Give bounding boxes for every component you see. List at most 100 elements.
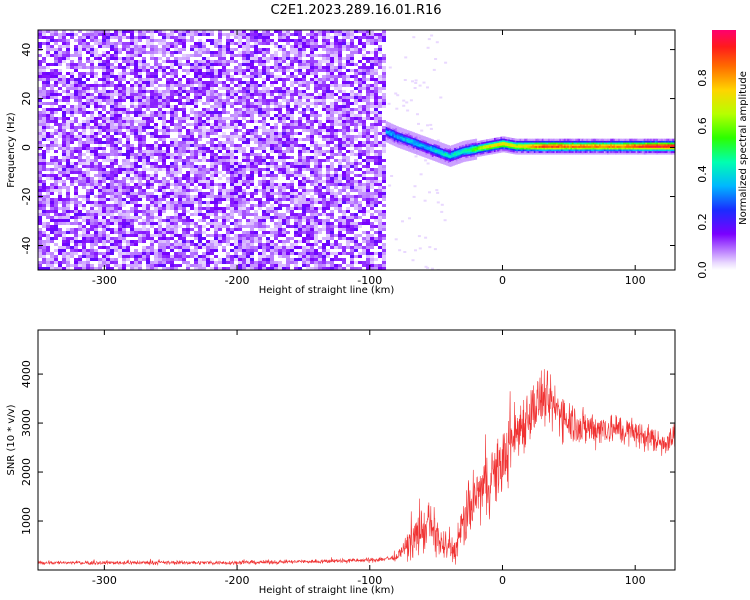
spectrogram-noise-cell: [118, 81, 122, 84]
spectrogram-noise-cell: [98, 66, 102, 69]
spectrogram-noise-cell: [78, 57, 82, 60]
spectrogram-noise-cell: [254, 186, 258, 189]
spectrogram-noise-cell: [150, 216, 154, 219]
spectrogram-noise-cell: [174, 123, 178, 126]
spectrogram-noise-cell: [58, 162, 62, 165]
spectrogram-noise-cell: [278, 213, 282, 216]
spectrogram-noise-cell: [174, 258, 178, 261]
spectrogram-noise-cell: [286, 192, 290, 195]
spectrogram-noise-cell: [90, 258, 94, 261]
spectrogram-noise-cell: [314, 54, 318, 57]
spectrogram-noise-cell: [210, 225, 214, 228]
spectrogram-noise-cell: [178, 144, 182, 147]
spectrogram-noise-cell: [326, 144, 330, 147]
spectrogram-noise-cell: [46, 162, 50, 165]
spectrogram-noise-cell: [130, 117, 134, 120]
spectrogram-noise-cell: [78, 108, 82, 111]
spectrogram-noise-cell: [246, 201, 250, 204]
spectrogram-noise-cell: [234, 144, 238, 147]
spectrogram-noise-cell: [238, 81, 242, 84]
spectrogram-noise-cell: [210, 249, 214, 252]
spectrogram-noise-cell: [162, 165, 166, 168]
spectrogram-noise-cell: [334, 186, 338, 189]
spectrogram-noise-cell: [242, 213, 246, 216]
spectrogram-noise-cell: [350, 153, 354, 156]
spectrogram-noise-cell: [122, 213, 126, 216]
spectrogram-noise-cell: [190, 102, 194, 105]
spectrogram-noise-cell: [98, 210, 102, 213]
spectrogram-noise-cell: [110, 120, 114, 123]
spectrogram-noise-cell: [262, 219, 266, 222]
spectrogram-noise-cell: [38, 123, 42, 126]
spectrogram-noise-cell: [90, 159, 94, 162]
spectrogram-noise-cell: [46, 150, 50, 153]
spectrogram-noise-cell: [258, 162, 262, 165]
spectrogram-noise-cell: [290, 198, 294, 201]
spectrogram-noise-cell: [138, 33, 142, 36]
spectrogram-noise-cell: [206, 87, 210, 90]
spectrogram-noise-cell: [62, 60, 66, 63]
spectrogram-noise-cell: [46, 135, 50, 138]
spectrogram-noise-cell: [130, 264, 134, 267]
spectrogram-noise-cell: [122, 153, 126, 156]
spectrogram-noise-cell: [226, 36, 230, 39]
spectrogram-noise-cell: [70, 231, 74, 234]
spectrogram-noise-cell: [206, 159, 210, 162]
spectrogram-noise-cell: [282, 183, 286, 186]
spectrogram-noise-cell: [214, 51, 218, 54]
spectrogram-noise-cell: [326, 105, 330, 108]
spectrogram-noise-cell: [350, 120, 354, 123]
spectrogram-noise-cell: [282, 90, 286, 93]
spectrogram-noise-cell: [278, 33, 282, 36]
spectrogram-noise-cell: [166, 171, 170, 174]
spectrogram-noise-cell: [210, 99, 214, 102]
spectrogram-noise-cell: [62, 75, 66, 78]
spectrogram-noise-cell: [66, 189, 70, 192]
spectrogram-noise-cell: [262, 117, 266, 120]
spectrogram-noise-cell: [38, 93, 42, 96]
spectrogram-noise-cell: [350, 48, 354, 51]
spectrogram-noise-cell: [274, 141, 278, 144]
spectrogram-noise-cell: [74, 228, 78, 231]
spectrogram-noise-cell: [326, 60, 330, 63]
spectrogram-noise-cell: [58, 192, 62, 195]
spectrogram-noise-cell: [258, 180, 262, 183]
spectrogram-noise-cell: [186, 144, 190, 147]
spectrogram-noise-cell: [90, 228, 94, 231]
spectrogram-noise-cell: [138, 126, 142, 129]
spectrogram-noise-cell: [318, 84, 322, 87]
spectrogram-noise-cell: [294, 231, 298, 234]
spectrogram-noise-cell: [282, 213, 286, 216]
spectrogram-noise-cell: [94, 51, 98, 54]
spectrogram-noise-cell: [62, 111, 66, 114]
spectrogram-noise-cell: [150, 36, 154, 39]
spectrogram-noise-cell: [226, 180, 230, 183]
spectrogram-noise-cell: [134, 267, 138, 270]
spectrogram-noise-cell: [66, 141, 70, 144]
spectrogram-noise-cell: [218, 207, 222, 210]
spectrogram-noise-cell: [338, 228, 342, 231]
spectrogram-noise-cell: [58, 75, 62, 78]
spectrogram-noise-cell: [90, 225, 94, 228]
spectrogram-noise-cell: [98, 60, 102, 63]
spectrogram-noise-cell: [114, 33, 118, 36]
spectrogram-noise-cell: [206, 228, 210, 231]
spectrogram-cells: [38, 30, 675, 270]
spectrogram-noise-cell: [238, 45, 242, 48]
spectrogram-noise-cell: [242, 156, 246, 159]
spectrogram-noise-cell: [274, 90, 278, 93]
spectrogram-noise-cell: [262, 132, 266, 135]
spectrogram-noise-cell: [230, 90, 234, 93]
spectrogram-noise-cell: [38, 63, 42, 66]
spectrogram-noise-cell: [338, 192, 342, 195]
spectrogram-noise-cell: [90, 138, 94, 141]
spectrogram-noise-cell: [246, 234, 250, 237]
spectrogram-noise-cell: [162, 252, 166, 255]
spectrogram-noise-cell: [214, 108, 218, 111]
spectrogram-noise-cell: [314, 249, 318, 252]
spectrogram-noise-cell: [270, 183, 274, 186]
spectrogram-noise-cell: [94, 174, 98, 177]
spectrogram-noise-cell: [38, 171, 42, 174]
spectrogram-noise-cell: [130, 33, 134, 36]
spectrogram-noise-cell: [206, 69, 210, 72]
